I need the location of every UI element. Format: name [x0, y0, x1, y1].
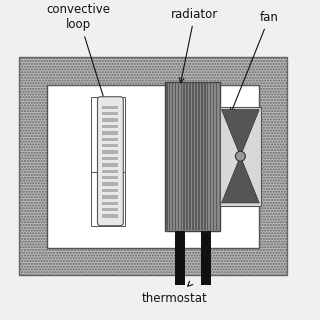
Bar — [102, 202, 118, 205]
Text: thermostat: thermostat — [142, 281, 208, 305]
Bar — [220, 107, 261, 206]
Bar — [102, 131, 118, 135]
Bar — [102, 144, 118, 148]
Bar — [201, 252, 211, 285]
Bar — [102, 163, 118, 167]
Bar — [216, 83, 217, 230]
Bar — [207, 83, 208, 230]
Bar — [172, 83, 173, 230]
Bar — [204, 83, 205, 230]
Bar — [102, 208, 118, 212]
Bar — [201, 83, 203, 230]
Bar — [102, 182, 118, 186]
Bar — [47, 85, 259, 248]
Bar — [102, 176, 118, 180]
Bar — [166, 83, 168, 230]
Bar — [201, 231, 211, 252]
Bar — [102, 118, 118, 122]
Text: convective
loop: convective loop — [47, 3, 111, 106]
Bar — [102, 170, 118, 173]
Bar — [102, 157, 118, 160]
FancyBboxPatch shape — [98, 97, 123, 226]
Bar — [102, 189, 118, 192]
Bar — [210, 83, 212, 230]
Polygon shape — [221, 156, 259, 203]
Bar — [187, 83, 188, 230]
Bar — [169, 83, 171, 230]
Bar — [102, 125, 118, 128]
Circle shape — [236, 151, 245, 161]
Bar — [183, 83, 185, 230]
Bar — [102, 195, 118, 199]
Bar — [198, 83, 200, 230]
Bar — [102, 138, 118, 141]
Bar — [175, 252, 185, 285]
Text: fan: fan — [230, 11, 279, 113]
Bar — [192, 83, 194, 230]
Bar — [189, 83, 191, 230]
Bar — [102, 106, 118, 109]
Bar — [91, 97, 125, 226]
Bar — [102, 214, 118, 218]
Bar — [175, 83, 176, 230]
Bar — [165, 82, 220, 231]
Bar — [102, 150, 118, 154]
Bar — [180, 83, 182, 230]
Polygon shape — [221, 110, 259, 156]
Bar — [195, 83, 197, 230]
Bar — [213, 83, 214, 230]
Bar — [175, 231, 185, 252]
Text: radiator: radiator — [171, 8, 218, 83]
Bar — [19, 57, 287, 275]
Bar — [102, 112, 118, 116]
Bar — [178, 83, 179, 230]
